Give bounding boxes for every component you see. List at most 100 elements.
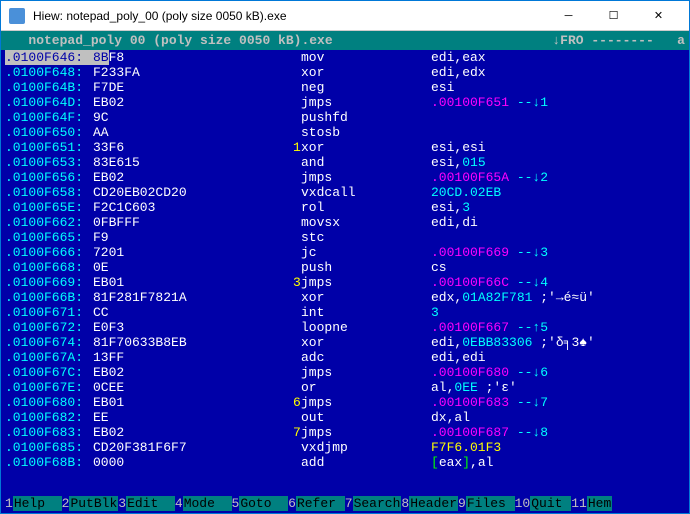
- disasm-view[interactable]: .0100F646:8BF8 movedi,eax.0100F648:F233F…: [1, 50, 689, 496]
- operands: .00100F687 --↓8: [431, 425, 685, 440]
- disasm-row[interactable]: .0100F674:81F70633B8EB xoredi,0EBB83306 …: [5, 335, 685, 350]
- xref-label: 6: [293, 395, 301, 410]
- disasm-row[interactable]: .0100F671:CC int3: [5, 305, 685, 320]
- minimize-button[interactable]: ─: [546, 2, 591, 30]
- operands: .00100F680 --↓6: [431, 365, 685, 380]
- address: .0100F665:: [5, 230, 93, 245]
- mnemonic: pushfd: [301, 110, 431, 125]
- mnemonic: or: [301, 380, 431, 395]
- mnemonic: movsx: [301, 215, 431, 230]
- mnemonic: int: [301, 305, 431, 320]
- disasm-row[interactable]: .0100F668:0E pushcs: [5, 260, 685, 275]
- disasm-row[interactable]: .0100F666:7201 jc.00100F669 --↓3: [5, 245, 685, 260]
- operands: [431, 110, 685, 125]
- mnemonic: stosb: [301, 125, 431, 140]
- disasm-row[interactable]: .0100F68B:0000 add[eax],al: [5, 455, 685, 470]
- address: .0100F648:: [5, 65, 93, 80]
- disasm-row[interactable]: .0100F65E:F2C1C603 rolesi,3: [5, 200, 685, 215]
- operands: edi,eax: [431, 50, 685, 65]
- disasm-row[interactable]: .0100F67A:13FF adcedi,edi: [5, 350, 685, 365]
- fkey-2[interactable]: 2PutBlk: [62, 496, 119, 511]
- close-button[interactable]: ✕: [636, 2, 681, 30]
- xref-label: [293, 185, 301, 200]
- mnemonic: loopne: [301, 320, 431, 335]
- disasm-row[interactable]: .0100F66B:81F281F7821A xoredx,01A82F781 …: [5, 290, 685, 305]
- operands: esi,3: [431, 200, 685, 215]
- fkey-11[interactable]: 11Hem: [571, 496, 612, 511]
- disasm-row[interactable]: .0100F662:0FBFFF movsxedi,di: [5, 215, 685, 230]
- hex-bytes: 83E615: [93, 155, 293, 170]
- mnemonic: jmps: [301, 170, 431, 185]
- fkey-10[interactable]: 10Quit: [515, 496, 572, 511]
- disasm-row[interactable]: .0100F650:AA stosb: [5, 125, 685, 140]
- mnemonic: adc: [301, 350, 431, 365]
- fkey-6[interactable]: 6Refer: [288, 496, 345, 511]
- disasm-row[interactable]: .0100F648:F233FA xoredi,edx: [5, 65, 685, 80]
- disasm-row[interactable]: .0100F680:EB016jmps.00100F683 --↓7: [5, 395, 685, 410]
- maximize-button[interactable]: ☐: [591, 2, 636, 30]
- disasm-row[interactable]: .0100F683:EB027jmps.00100F687 --↓8: [5, 425, 685, 440]
- disasm-row[interactable]: .0100F672:E0F3 loopne.00100F667 --↑5: [5, 320, 685, 335]
- fkey-1[interactable]: 1Help: [5, 496, 62, 511]
- address: .0100F672:: [5, 320, 93, 335]
- disasm-row[interactable]: .0100F653:83E615 andesi,015: [5, 155, 685, 170]
- operands: .00100F66C --↓4: [431, 275, 685, 290]
- mnemonic: xor: [301, 335, 431, 350]
- fkey-8[interactable]: 8Header: [401, 496, 458, 511]
- disasm-row[interactable]: .0100F669:EB013jmps.00100F66C --↓4: [5, 275, 685, 290]
- status-header: notepad_poly 00 (poly size 0050 kB).exe …: [1, 31, 689, 50]
- address: .0100F64F:: [5, 110, 93, 125]
- hex-bytes: EB02: [93, 425, 293, 440]
- xref-label: [293, 200, 301, 215]
- disasm-row[interactable]: .0100F651:33F61xoresi,esi: [5, 140, 685, 155]
- fkey-3[interactable]: 3Edit: [118, 496, 175, 511]
- fkey-9[interactable]: 9Files: [458, 496, 515, 511]
- disasm-row[interactable]: .0100F685:CD20F381F6F7 vxdjmpF7F6.01F3: [5, 440, 685, 455]
- disasm-row[interactable]: .0100F658:CD20EB02CD20 vxdcall20CD.02EB: [5, 185, 685, 200]
- window-controls: ─ ☐ ✕: [546, 2, 681, 30]
- address: .0100F65E:: [5, 200, 93, 215]
- header-tail: a: [654, 33, 685, 48]
- hex-bytes: F9: [93, 230, 293, 245]
- disasm-row[interactable]: .0100F64B:F7DE negesi: [5, 80, 685, 95]
- hex-bytes: AA: [93, 125, 293, 140]
- xref-label: 7: [293, 425, 301, 440]
- mnemonic: xor: [301, 140, 431, 155]
- hex-bytes: EB02: [93, 365, 293, 380]
- disasm-row[interactable]: .0100F64F:9C pushfd: [5, 110, 685, 125]
- operands: .00100F667 --↑5: [431, 320, 685, 335]
- fkey-4[interactable]: 4Mode: [175, 496, 232, 511]
- hex-bytes: 9C: [93, 110, 293, 125]
- mnemonic: neg: [301, 80, 431, 95]
- disasm-row[interactable]: .0100F665:F9 stc: [5, 230, 685, 245]
- operands: 3: [431, 305, 685, 320]
- xref-label: [293, 125, 301, 140]
- hex-bytes: 0CEE: [93, 380, 293, 395]
- fkey-7[interactable]: 7Search: [345, 496, 402, 511]
- address: .0100F680:: [5, 395, 93, 410]
- hex-bytes: 81F281F7821A: [93, 290, 293, 305]
- operands: .00100F683 --↓7: [431, 395, 685, 410]
- xref-label: [293, 440, 301, 455]
- address: .0100F646:: [5, 50, 93, 65]
- address: .0100F67C:: [5, 365, 93, 380]
- fkey-5[interactable]: 5Goto: [232, 496, 289, 511]
- hex-bytes: 13FF: [93, 350, 293, 365]
- fkey-bar: 1Help 2PutBlk3Edit 4Mode 5Goto 6Refer 7S…: [1, 496, 689, 513]
- hex-bytes: 0E: [93, 260, 293, 275]
- disasm-row[interactable]: .0100F67E:0CEE oral,0EE ;'ε': [5, 380, 685, 395]
- disasm-row[interactable]: .0100F67C:EB02 jmps.00100F680 --↓6: [5, 365, 685, 380]
- address: .0100F67E:: [5, 380, 93, 395]
- address: .0100F67A:: [5, 350, 93, 365]
- operands: .00100F669 --↓3: [431, 245, 685, 260]
- disasm-row[interactable]: .0100F64D:EB02 jmps.00100F651 --↓1: [5, 95, 685, 110]
- xref-label: [293, 230, 301, 245]
- hex-bytes: CD20F381F6F7: [93, 440, 293, 455]
- xref-label: [293, 365, 301, 380]
- mnemonic: mov: [301, 50, 431, 65]
- disasm-row[interactable]: .0100F646:8BF8 movedi,eax: [5, 50, 685, 65]
- address: .0100F66B:: [5, 290, 93, 305]
- disasm-row[interactable]: .0100F682:EE outdx,al: [5, 410, 685, 425]
- disasm-row[interactable]: .0100F656:EB02 jmps.00100F65A --↓2: [5, 170, 685, 185]
- xref-label: [293, 290, 301, 305]
